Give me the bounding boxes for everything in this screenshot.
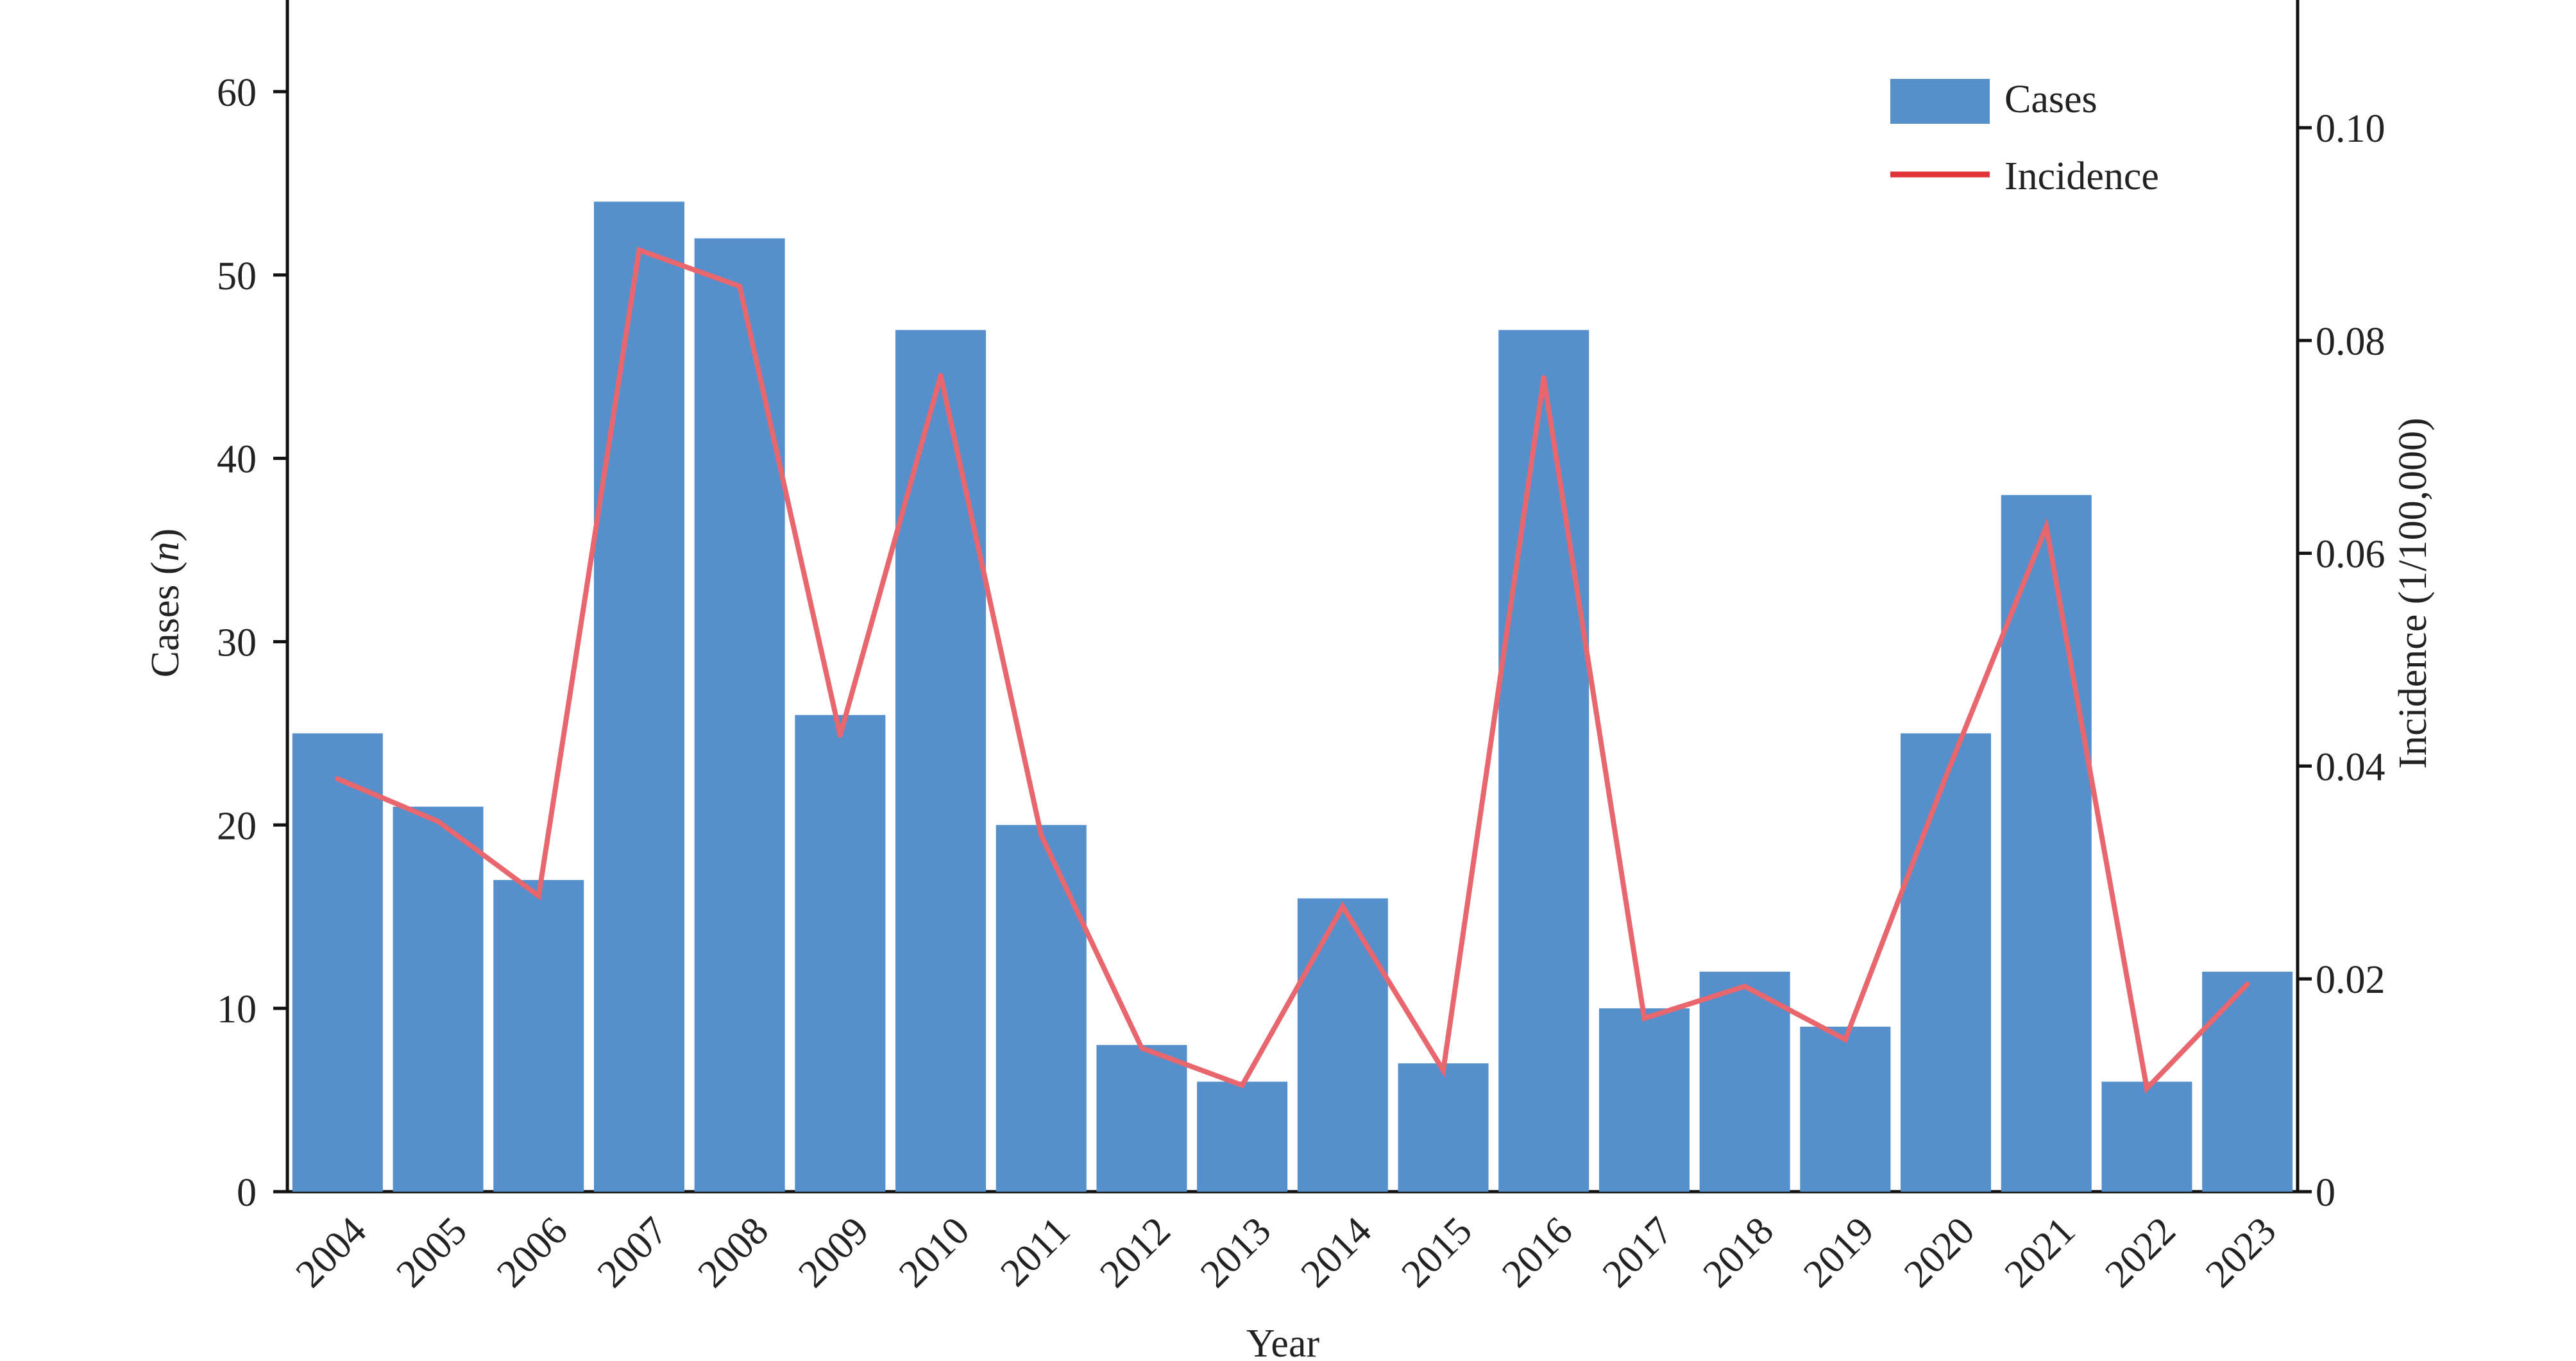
bar-2009 [795, 714, 886, 1192]
left-y-axis-title-prefix: Cases ( [144, 561, 187, 677]
left-y-axis-title: Cases (n) [144, 528, 187, 677]
right-y-axis-title: Incidence (1/100,000) [2391, 418, 2435, 768]
left-tick-label-10: 10 [217, 988, 257, 1031]
incidence-point-2013 [1239, 1083, 1245, 1088]
incidence-point-2008 [737, 283, 743, 289]
bar-2016 [1498, 330, 1589, 1192]
incidence-point-2011 [1038, 833, 1044, 838]
incidence-point-2015 [1441, 1067, 1446, 1073]
x-tick-label-2005: 2005 [388, 1209, 475, 1296]
incidence-point-2006 [536, 893, 541, 899]
right-tick-label-0.02: 0.02 [2316, 958, 2385, 1002]
x-tick-label-2006: 2006 [489, 1209, 576, 1296]
bar-2014 [1297, 898, 1388, 1192]
incidence-point-2020 [1943, 774, 1949, 780]
bar-2010 [895, 330, 987, 1192]
bar-2012 [1096, 1045, 1187, 1192]
x-tick-label-2008: 2008 [690, 1209, 777, 1296]
bar-2015 [1398, 1063, 1489, 1192]
bar-2018 [1699, 971, 1790, 1192]
bar-2020 [1901, 733, 1992, 1192]
bar-2023 [2202, 971, 2293, 1192]
bar-2021 [2001, 495, 2092, 1192]
incidence-point-2012 [1139, 1045, 1144, 1051]
incidence-point-2019 [1842, 1036, 1848, 1042]
x-axis-title: Year [1246, 1322, 1320, 1361]
x-tick-label-2014: 2014 [1292, 1209, 1380, 1296]
x-tick-label-2004: 2004 [287, 1209, 375, 1296]
incidence-line [336, 246, 2250, 1094]
legend-swatch-cases [1890, 79, 1990, 124]
left-tick-label-0: 0 [237, 1171, 257, 1215]
incidence-point-2014 [1340, 904, 1346, 909]
legend-label-incidence: Incidence [2004, 155, 2159, 198]
left-y-axis-title-suffix: ) [144, 528, 187, 542]
legend: Cases Incidence [1890, 78, 2159, 198]
x-tick-label-2010: 2010 [891, 1209, 978, 1296]
left-tick-label-20: 20 [217, 804, 257, 848]
incidence-point-2022 [2144, 1086, 2149, 1092]
right-tick-label-0.10: 0.10 [2316, 107, 2385, 151]
incidence-point-2018 [1742, 983, 1748, 989]
left-tick-label-30: 30 [217, 621, 257, 664]
x-tick-label-2021: 2021 [1996, 1209, 2083, 1296]
left-tick-label-60: 60 [217, 71, 257, 115]
incidence-point-2021 [2044, 524, 2049, 530]
incidence-point-2016 [1541, 375, 1546, 380]
x-tick-label-2016: 2016 [1494, 1209, 1581, 1296]
right-tick-label-0.04: 0.04 [2316, 745, 2385, 789]
bar-2022 [2101, 1081, 2192, 1192]
x-tick-label-2019: 2019 [1795, 1209, 1883, 1296]
incidence-point-2004 [335, 776, 341, 782]
incidence-point-2007 [636, 247, 642, 253]
x-tick-label-2020: 2020 [1896, 1209, 1983, 1296]
x-tick-label-2023: 2023 [2198, 1209, 2285, 1296]
legend-label-cases: Cases [2004, 78, 2097, 121]
left-y-axis-title-italic: n [144, 541, 187, 561]
x-tick-label-2013: 2013 [1192, 1209, 1280, 1296]
x-tick-label-2011: 2011 [992, 1209, 1078, 1295]
incidence-line-group [335, 246, 2250, 1094]
x-tick-label-2012: 2012 [1092, 1209, 1179, 1296]
right-tick-label-0.06: 0.06 [2316, 533, 2385, 577]
x-ticks: 2004 2005 2006 2007 2008 2009 2010 2011 2012 2013… [287, 1209, 2284, 1296]
right-y-ticks: 0 0.02 0.04 0.06 0.08 0.10 [2298, 107, 2385, 1215]
bar-2004 [292, 733, 383, 1192]
incidence-point-2023 [2244, 981, 2250, 987]
right-tick-label-0.08: 0.08 [2316, 320, 2385, 364]
left-y-ticks: 0 10 20 30 40 50 60 [217, 71, 287, 1215]
bar-2008 [694, 238, 785, 1192]
left-tick-label-50: 50 [217, 255, 257, 298]
x-tick-label-2017: 2017 [1595, 1209, 1682, 1296]
right-tick-label-0: 0 [2316, 1171, 2335, 1215]
bar-2006 [493, 880, 584, 1192]
x-tick-label-2007: 2007 [589, 1209, 677, 1296]
incidence-point-2005 [436, 818, 441, 824]
bar-2007 [593, 201, 684, 1192]
bar-2011 [996, 825, 1087, 1192]
x-tick-label-2015: 2015 [1393, 1209, 1480, 1296]
incidence-point-2009 [837, 732, 843, 738]
bar-2019 [1800, 1026, 1891, 1192]
bars-group [292, 201, 2293, 1192]
bar-2017 [1598, 1008, 1690, 1192]
bar-2013 [1197, 1081, 1288, 1192]
incidence-point-2017 [1641, 1015, 1647, 1021]
bar-2005 [393, 806, 484, 1192]
axes [285, 0, 2300, 1194]
left-tick-label-40: 40 [217, 438, 257, 482]
x-tick-label-2009: 2009 [790, 1209, 877, 1296]
x-tick-label-2022: 2022 [2097, 1209, 2184, 1296]
x-tick-label-2018: 2018 [1695, 1209, 1782, 1296]
incidence-point-2010 [938, 373, 944, 378]
